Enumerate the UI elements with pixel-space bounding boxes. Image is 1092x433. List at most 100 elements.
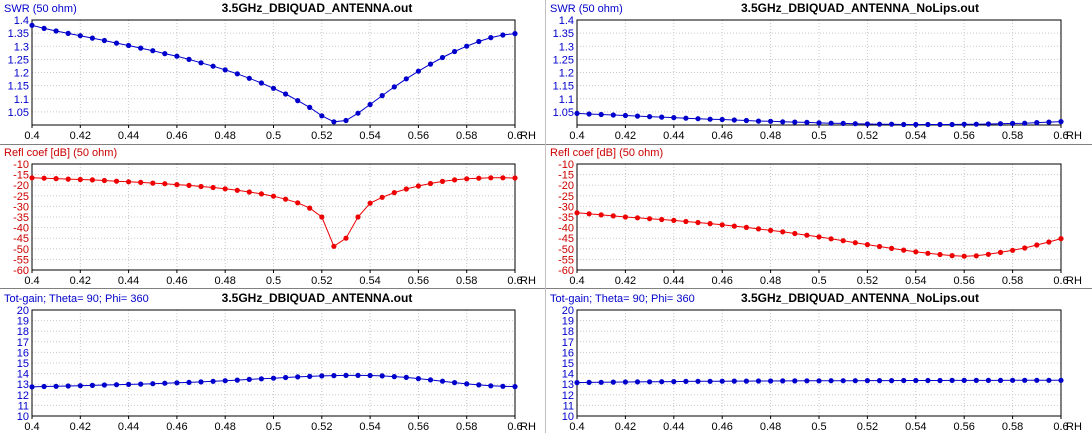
data-point bbox=[379, 93, 385, 99]
data-point bbox=[307, 205, 313, 211]
x-tick-label: 0.56 bbox=[408, 421, 429, 433]
data-point bbox=[53, 28, 59, 34]
x-tick-label: 0.54 bbox=[359, 275, 380, 287]
data-point bbox=[901, 247, 907, 253]
y-tick-label: 19 bbox=[562, 316, 574, 328]
data-point bbox=[415, 68, 421, 74]
data-point bbox=[743, 224, 750, 230]
data-point bbox=[901, 377, 907, 384]
x-tick-label: 0.52 bbox=[857, 130, 878, 142]
data-point bbox=[634, 113, 641, 119]
data-point bbox=[258, 80, 264, 86]
data-point bbox=[198, 379, 204, 385]
data-point bbox=[731, 117, 737, 123]
plot-frame bbox=[576, 309, 1062, 417]
data-point bbox=[307, 373, 313, 379]
data-point bbox=[512, 384, 518, 390]
data-point bbox=[586, 211, 592, 217]
data-point bbox=[138, 45, 144, 51]
x-tick-label: 0.46 bbox=[166, 130, 187, 142]
data-point bbox=[719, 378, 725, 384]
data-point bbox=[283, 196, 289, 202]
y-tick-label: 1.35 bbox=[553, 28, 574, 40]
data-point bbox=[126, 179, 132, 185]
data-point bbox=[162, 51, 168, 57]
y-tick-label: 1.2 bbox=[14, 68, 29, 80]
data-point bbox=[949, 377, 955, 383]
x-tick-label: 0.42 bbox=[70, 130, 91, 142]
data-point bbox=[647, 216, 653, 222]
x-tick-label: 0.56 bbox=[953, 421, 974, 433]
x-tick-label: 0.48 bbox=[214, 421, 235, 433]
y-tick-label: -10 bbox=[13, 159, 29, 171]
data-point bbox=[647, 379, 653, 385]
y-tick-label: 1.35 bbox=[8, 28, 29, 40]
x-tick-label: 0.44 bbox=[118, 421, 139, 433]
data-point bbox=[270, 85, 277, 91]
data-point bbox=[634, 215, 641, 221]
data-point bbox=[53, 383, 59, 389]
data-point bbox=[439, 54, 446, 61]
y-axis-label: Tot-gain; Theta= 90; Phi= 360 bbox=[4, 293, 149, 305]
data-point bbox=[647, 114, 653, 120]
data-point bbox=[210, 184, 216, 191]
data-point bbox=[707, 116, 713, 122]
data-point bbox=[683, 115, 689, 121]
data-point bbox=[367, 200, 373, 206]
data-point bbox=[997, 249, 1004, 255]
data-point bbox=[41, 25, 47, 31]
y-tick-label: -20 bbox=[558, 180, 574, 192]
y-tick-label: -20 bbox=[13, 180, 29, 192]
y-axis-label: Refl coef [dB] (50 ohm) bbox=[4, 147, 117, 159]
data-point bbox=[695, 378, 701, 384]
data-point bbox=[403, 374, 409, 380]
data-point bbox=[295, 200, 301, 206]
x-tick-label: 0.6 bbox=[507, 275, 522, 287]
data-point bbox=[500, 383, 506, 389]
data-point bbox=[1022, 377, 1028, 383]
data-point bbox=[113, 40, 120, 46]
data-point bbox=[186, 56, 192, 63]
data-point bbox=[258, 376, 264, 382]
data-point bbox=[258, 191, 264, 197]
data-point bbox=[1046, 377, 1052, 383]
y-tick-label: 17 bbox=[562, 337, 574, 349]
x-tick-label: 0.54 bbox=[905, 275, 926, 287]
y-axis-label: Tot-gain; Theta= 90; Phi= 360 bbox=[550, 293, 695, 305]
data-point bbox=[961, 121, 967, 127]
y-tick-label: 12 bbox=[562, 390, 574, 402]
x-tick-label: 0.54 bbox=[905, 130, 926, 142]
x-tick-label: 0.56 bbox=[953, 275, 974, 287]
data-point bbox=[925, 377, 931, 384]
x-tick-label: 0.46 bbox=[166, 421, 187, 433]
x-tick-label: 0.4 bbox=[24, 130, 39, 142]
data-point bbox=[391, 190, 397, 196]
data-point bbox=[804, 119, 810, 125]
data-point bbox=[488, 383, 494, 389]
data-point bbox=[852, 378, 858, 384]
data-point bbox=[415, 183, 421, 189]
y-tick-label: 1.25 bbox=[8, 54, 29, 66]
x-tick-label: 0.52 bbox=[857, 275, 878, 287]
y-tick-label: 18 bbox=[562, 326, 574, 338]
data-point bbox=[355, 110, 361, 116]
data-point bbox=[1010, 120, 1016, 126]
x-tick-label: 0.42 bbox=[70, 421, 91, 433]
data-point bbox=[355, 214, 361, 220]
x-tick-label: 0.46 bbox=[711, 130, 732, 142]
x-tick-label: 0.48 bbox=[760, 275, 781, 287]
data-point bbox=[743, 378, 750, 384]
y-tick-label: 19 bbox=[17, 316, 29, 328]
data-point bbox=[1010, 247, 1016, 253]
x-tick-label: 0.6 bbox=[1053, 421, 1068, 433]
x-tick-label: 0.58 bbox=[456, 275, 477, 287]
data-point bbox=[307, 104, 313, 110]
data-point bbox=[234, 187, 240, 193]
data-point bbox=[780, 229, 786, 235]
data-point bbox=[707, 378, 713, 384]
data-point bbox=[840, 120, 846, 126]
data-point bbox=[379, 373, 385, 379]
data-point bbox=[295, 374, 301, 380]
data-point bbox=[367, 101, 373, 108]
data-point bbox=[828, 120, 834, 126]
